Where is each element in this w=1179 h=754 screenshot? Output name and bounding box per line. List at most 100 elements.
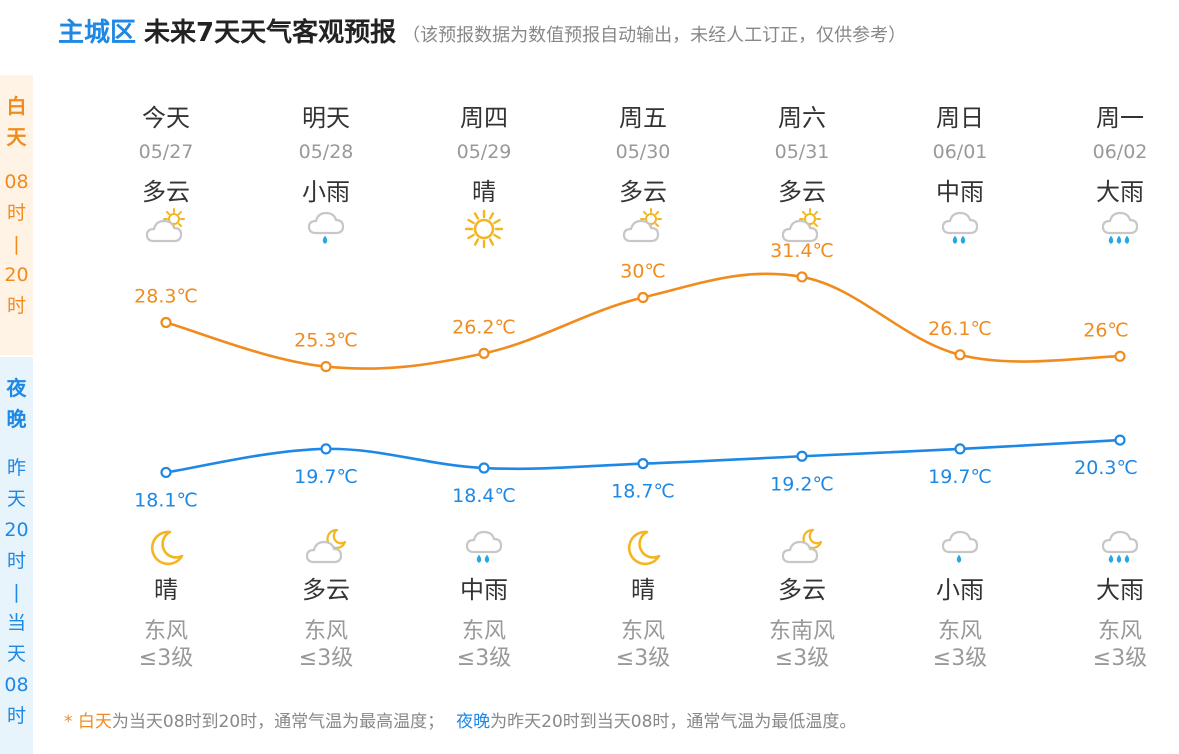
page-header: 主城区 未来7天天气客观预报 （该预报数据为数值预报自动输出，未经人工订正，仅供参考…	[58, 12, 906, 52]
wind-direction: 东风	[303, 619, 348, 644]
day-weather: 晴	[472, 178, 496, 206]
day-date: 06/01	[932, 141, 988, 163]
high-temp-label: 28.3℃	[134, 285, 198, 307]
forecast-day-column: 周一 06/02 大雨 大雨 东风 ≤3级	[1045, 0, 1179, 754]
low-temp-point	[1114, 434, 1126, 446]
heavy-rain-icon	[1101, 211, 1139, 244]
wind-direction: 东风	[937, 619, 982, 644]
day-name: 周五	[619, 104, 667, 132]
high-temp-label: 26.2℃	[452, 316, 516, 338]
moon-icon	[150, 530, 184, 566]
day-date: 06/02	[1092, 141, 1148, 163]
day-weather: 中雨	[936, 178, 984, 206]
day-date: 05/29	[456, 141, 512, 163]
night-term: 夜晚	[456, 712, 491, 732]
wind-direction: 东南风	[768, 619, 835, 644]
high-temp-point	[637, 291, 649, 304]
partly-cloudy-night-icon	[781, 528, 823, 564]
day-weather: 多云	[142, 178, 190, 206]
day-date: 05/31	[774, 141, 830, 163]
day-weather: 大雨	[1096, 178, 1144, 206]
high-temp-point	[796, 271, 808, 283]
day-date: 05/30	[615, 141, 671, 163]
footer-note: * 白天为当天08时到20时，通常气温为最高温度； 夜晚为昨天20时到当天08时，…	[64, 712, 857, 732]
forecast-note: （该预报数据为数值预报自动输出，未经人工订正，仅供参考）	[402, 25, 907, 46]
day-period-sidebar: 白 天 08 时 | 20 时	[0, 75, 33, 355]
wind-level: ≤3级	[615, 646, 671, 671]
light-rain-icon	[307, 211, 345, 244]
day-name: 周一	[1096, 104, 1144, 132]
high-temp-label: 31.4℃	[770, 240, 834, 262]
high-temp-point	[160, 316, 172, 329]
wind-level: ≤3级	[1092, 646, 1148, 671]
moon-icon	[627, 530, 661, 566]
low-temp-label: 19.7℃	[294, 466, 358, 488]
page-title: 未来7天天气客观预报	[144, 18, 397, 48]
high-temp-label: 26.1℃	[928, 318, 992, 340]
wind-level: ≤3级	[298, 646, 354, 671]
low-temp-label: 19.7℃	[928, 466, 992, 488]
day-name: 周六	[778, 104, 826, 132]
high-temp-label: 26℃	[1083, 319, 1129, 341]
forecast-day-column: 明天 05/28 小雨 多云 东风 ≤3级	[251, 0, 401, 754]
day-name: 今天	[142, 104, 190, 132]
city-name: 主城区	[58, 18, 137, 48]
low-temp-label: 18.1℃	[134, 489, 198, 511]
low-temp-point	[320, 443, 332, 455]
night-period-label: 夜 晚	[6, 376, 27, 431]
moderate-rain-icon	[941, 211, 979, 244]
day-period-label: 白 天	[6, 94, 27, 149]
wind-level: ≤3级	[932, 646, 988, 671]
low-temp-point	[796, 450, 808, 462]
low-temp-label: 20.3℃	[1074, 457, 1138, 479]
high-temp-point	[1114, 350, 1126, 362]
moderate-rain-icon	[465, 530, 503, 563]
forecast-day-column: 周日 06/01 中雨 小雨 东风 ≤3级	[885, 0, 1035, 754]
partly-cloudy-day-icon	[622, 208, 662, 243]
low-temp-point	[478, 462, 490, 474]
day-name: 周四	[460, 104, 508, 132]
high-temp-label: 25.3℃	[294, 330, 358, 352]
wind-level: ≤3级	[138, 646, 194, 671]
sun-icon	[464, 209, 504, 249]
night-period-sidebar: 夜 晚 昨 天 20 时 | 当 天 08 时	[0, 357, 33, 754]
high-temp-point	[954, 349, 966, 361]
day-date: 05/27	[138, 141, 194, 163]
night-weather: 多云	[302, 576, 350, 604]
wind-direction: 东风	[461, 619, 506, 644]
day-weather: 多云	[619, 178, 667, 206]
day-weather: 小雨	[302, 178, 350, 206]
low-temp-point	[160, 466, 172, 479]
night-weather: 小雨	[936, 576, 984, 604]
wind-level: ≤3级	[456, 646, 512, 671]
day-period-range: 08 时 | 20 时	[4, 171, 29, 317]
night-weather: 中雨	[460, 576, 508, 604]
day-date: 05/28	[298, 141, 354, 163]
low-temp-label: 19.2℃	[770, 473, 834, 495]
day-name: 明天	[302, 104, 350, 132]
day-name: 周日	[936, 104, 984, 132]
day-weather: 多云	[778, 178, 826, 206]
high-temp-point	[478, 347, 490, 359]
night-period-range: 昨 天 20 时 | 当 天 08 时	[4, 457, 29, 727]
forecast-day-column: 周四 05/29 晴 中雨 东风 ≤3级	[409, 0, 559, 754]
heavy-rain-icon	[1101, 530, 1139, 563]
high-temp-label: 30℃	[620, 261, 666, 283]
partly-cloudy-day-icon	[781, 208, 821, 243]
day-term: 白天	[77, 712, 112, 732]
partly-cloudy-night-icon	[305, 528, 347, 564]
low-temp-point	[954, 443, 966, 455]
wind-direction: 东风	[1097, 619, 1142, 644]
forecast-day-column: 周五 05/30 多云 晴 东风 ≤3级	[568, 0, 718, 754]
wind-direction: 东风	[620, 619, 665, 644]
low-temp-point	[637, 458, 649, 470]
night-weather: 大雨	[1096, 576, 1144, 604]
night-weather: 晴	[154, 576, 178, 604]
low-temp-label: 18.4℃	[452, 485, 516, 507]
forecast-day-column: 今天 05/27 多云 晴 东风 ≤3级	[91, 0, 241, 754]
light-rain-icon	[941, 530, 979, 563]
forecast-day-column: 周六 05/31 多云 多云 东南风 ≤3级	[727, 0, 877, 754]
low-temp-label: 18.7℃	[611, 481, 675, 503]
high-temp-point	[320, 360, 332, 373]
